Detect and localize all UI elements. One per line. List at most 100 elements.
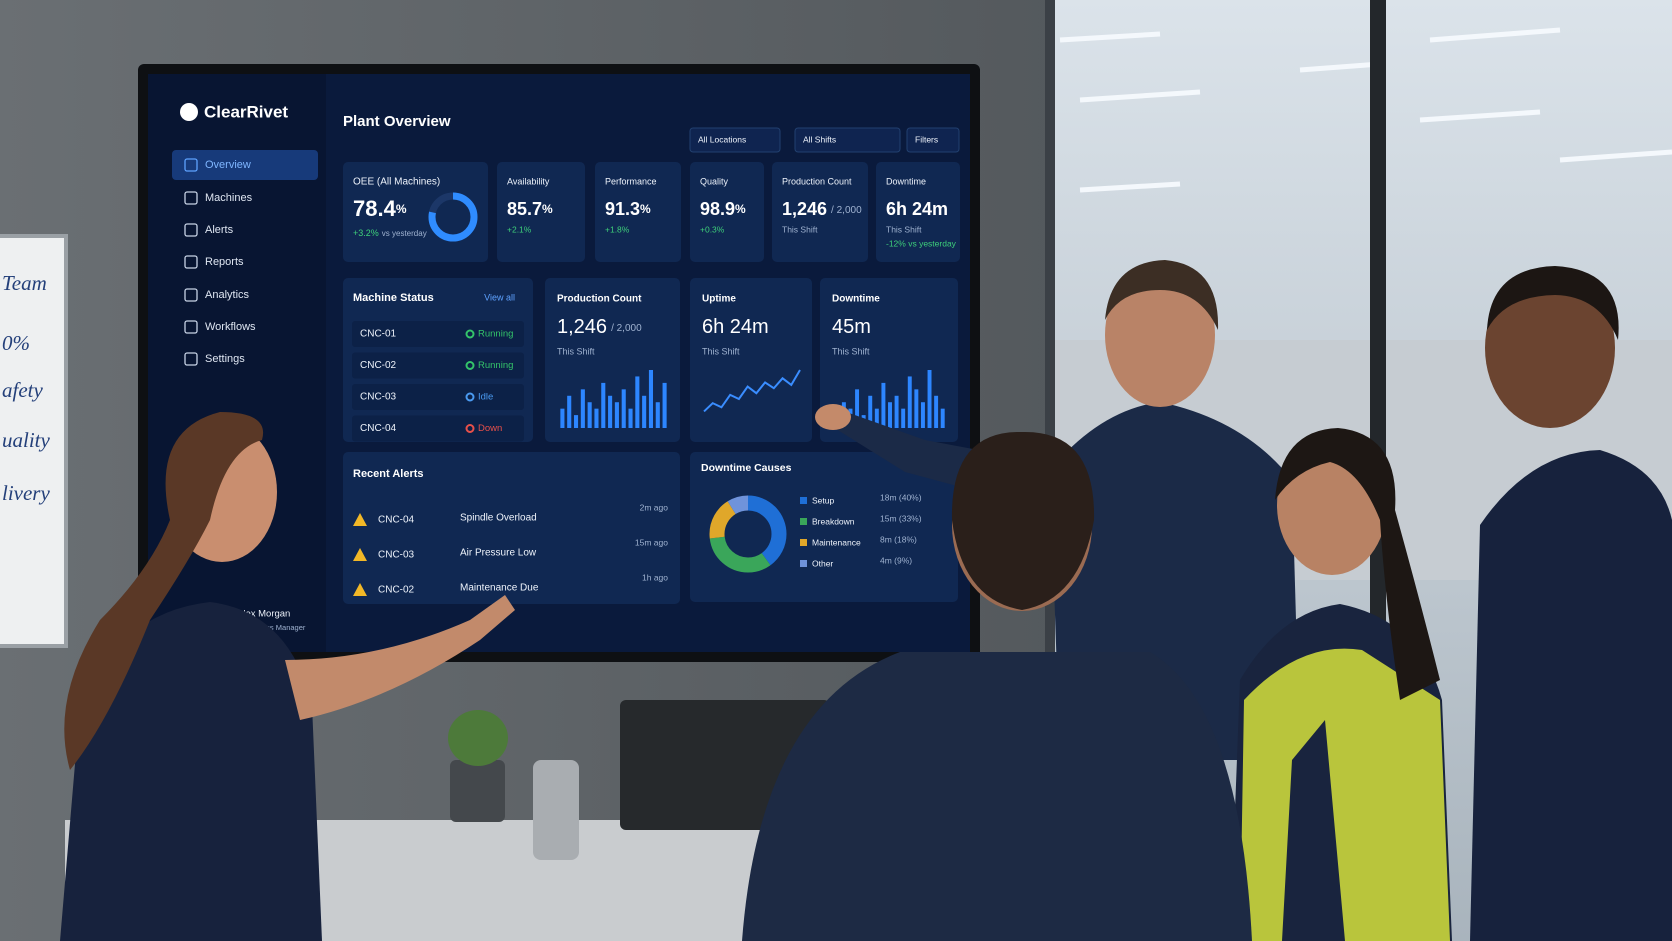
person-head	[1485, 268, 1615, 428]
brand: ClearRivet	[204, 102, 288, 121]
nav-item[interactable]: Settings	[205, 353, 245, 365]
user-name: Alex Morgan	[237, 609, 290, 620]
card	[595, 162, 681, 262]
trend-line	[703, 369, 801, 413]
status-dot	[465, 424, 475, 433]
person-body	[60, 602, 322, 941]
whiteboard-line: 0%	[2, 331, 30, 355]
mini-bar	[608, 395, 613, 428]
alert-message: Maintenance Due	[460, 583, 539, 594]
whiteboard	[0, 234, 68, 648]
whiteboard-line: uality	[2, 428, 51, 452]
kpi-unit: %	[396, 202, 407, 216]
kpi-change: +1.8%	[605, 224, 630, 234]
legend-name: Breakdown	[812, 516, 855, 526]
mini-bar	[567, 395, 572, 428]
mini-bar	[601, 382, 606, 428]
nav-item[interactable]: Analytics	[205, 289, 250, 301]
filter-button[interactable]	[794, 127, 901, 153]
nav-item[interactable]: Overview	[205, 159, 251, 171]
person-head	[1105, 263, 1215, 407]
warning-icon	[353, 548, 367, 561]
donut-segment	[709, 495, 787, 573]
light	[1429, 27, 1561, 43]
machine-id: CNC-02	[360, 360, 397, 371]
alert-machine: CNC-02	[378, 585, 415, 596]
mini-bar	[560, 408, 565, 428]
legend-swatch	[800, 560, 807, 567]
tile-note: This Shift	[702, 346, 740, 356]
nav-item[interactable]: Workflows	[205, 321, 256, 333]
kpi-value: 6h 24m	[886, 199, 948, 219]
mini-bar	[662, 382, 667, 428]
tile-value: 45m	[832, 316, 871, 338]
whiteboard-line: Team	[2, 271, 47, 295]
tile-number: 1,246	[557, 316, 607, 338]
tile-number: 6h 24m	[702, 316, 769, 338]
nav-item[interactable]: Machines	[205, 192, 253, 204]
machine-status: Idle	[478, 392, 493, 403]
kpi-label: Downtime	[886, 176, 926, 186]
donut-segment	[709, 495, 787, 573]
legend-value: 18m (40%)	[880, 492, 922, 502]
mini-bar	[888, 402, 892, 428]
legend-name: Maintenance	[812, 537, 861, 547]
light	[1079, 89, 1201, 103]
gauge-value	[428, 192, 478, 242]
kpi-label: Quality	[700, 176, 729, 186]
person-hair	[1275, 428, 1440, 700]
kpi-number: 85.7	[507, 199, 542, 219]
donut-segment	[709, 495, 787, 573]
kpi-number: 98.9	[700, 199, 735, 219]
warning-icon	[353, 513, 367, 526]
ceiling-lights	[1059, 27, 1672, 193]
alert-machine: CNC-03	[378, 550, 415, 561]
card-title: Machine Status	[353, 292, 434, 304]
legend-name: Setup	[812, 495, 834, 505]
kpi-note: This Shift	[782, 224, 818, 234]
mini-bar	[940, 408, 945, 428]
light	[1299, 61, 1381, 73]
view-all-link[interactable]: View all	[484, 292, 515, 302]
filter-button[interactable]	[906, 127, 960, 153]
card	[343, 452, 680, 604]
nav-icon	[184, 320, 198, 334]
page-title[interactable]: Plant Overview	[343, 113, 451, 130]
card-title: Downtime Causes	[701, 462, 792, 474]
nav-item[interactable]: Reports	[205, 256, 244, 268]
card	[497, 162, 585, 262]
filter-button[interactable]	[689, 127, 781, 153]
legend-swatch	[800, 518, 807, 525]
whiteboard-line: afety	[2, 378, 43, 402]
nav-item[interactable]: Alerts	[205, 224, 234, 236]
warning-icon	[353, 583, 367, 596]
tile-value: 1,246 / 2,000	[557, 316, 642, 338]
kpi-number: 6h 24m	[886, 199, 948, 219]
machine-row	[352, 415, 524, 442]
machine-status: Running	[478, 329, 513, 340]
machine-id: CNC-04	[360, 423, 397, 434]
nav-icon	[184, 191, 198, 205]
mini-bar	[874, 408, 879, 428]
filter-label[interactable]: All Shifts	[803, 134, 836, 144]
user-role: Operations Manager	[237, 623, 306, 632]
filter-label[interactable]: All Locations	[698, 134, 746, 144]
mini-bar	[614, 402, 619, 428]
kpi-change: +3.2%	[353, 228, 379, 238]
light	[1559, 149, 1672, 163]
mini-bar	[920, 402, 925, 428]
legend-swatch	[800, 539, 807, 546]
kpi-number: 78.4	[353, 196, 397, 221]
people	[60, 260, 1672, 941]
safety-vest	[1240, 648, 1450, 941]
tile-target: / 2,000	[611, 323, 642, 334]
kpi-change: -12% vs yesterday	[886, 238, 957, 248]
kpi-label: OEE (All Machines)	[353, 177, 440, 188]
machine-status: Running	[478, 360, 513, 371]
kpi-note: This Shift	[886, 224, 922, 234]
alert-message: Air Pressure Low	[460, 548, 537, 559]
alert-time: 15m ago	[635, 537, 668, 547]
filter-label[interactable]: Filters	[915, 134, 938, 144]
mini-bar	[881, 382, 886, 428]
